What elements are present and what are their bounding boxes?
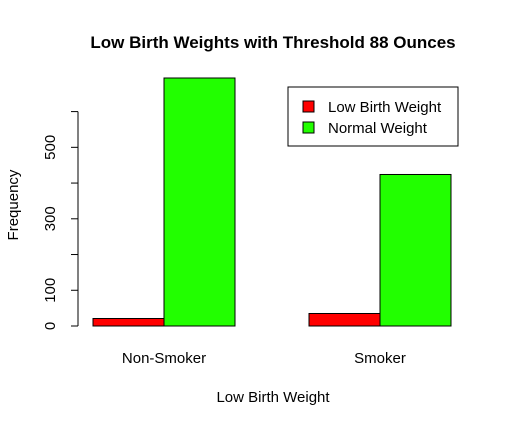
y-tick-label: 500 [42, 135, 59, 160]
bar-low-birth-weight-smoker [308, 312, 381, 327]
x-category-label: Non-Smoker [122, 350, 206, 367]
x-category-label: Smoker [354, 350, 406, 367]
y-axis: 0 100 300 500 [42, 111, 79, 330]
legend-swatch [302, 121, 315, 134]
y-axis-label: Frequency [5, 169, 22, 240]
bar-normal-weight-non-smoker [163, 77, 236, 327]
legend-swatch [302, 100, 315, 113]
y-tick-label: 300 [42, 206, 59, 231]
legend-box [287, 86, 459, 147]
bar-low-birth-weight-non-smoker [92, 317, 165, 327]
y-tick-label: 100 [42, 278, 59, 303]
category-labels: Non-Smoker Smoker [122, 350, 406, 367]
bars-group [92, 77, 452, 327]
x-axis-label: Low Birth Weight [216, 389, 330, 406]
legend: Low Birth Weight Normal Weight [287, 86, 459, 147]
legend-label: Low Birth Weight [328, 99, 442, 116]
y-tick-label: 0 [42, 322, 59, 330]
legend-label: Normal Weight [328, 120, 428, 137]
bar-normal-weight-smoker [379, 173, 452, 327]
chart-title: Low Birth Weights with Threshold 88 Ounc… [90, 33, 455, 52]
